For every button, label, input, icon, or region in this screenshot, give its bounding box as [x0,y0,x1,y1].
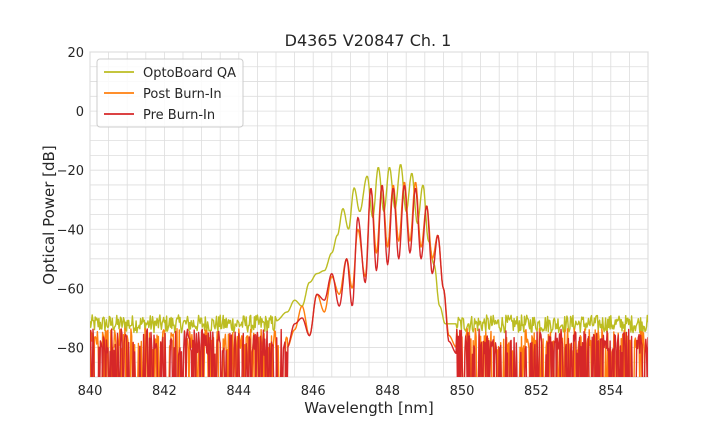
series-layer [90,164,648,377]
x-tick-label: 842 [152,384,177,399]
chart-title: D4365 V20847 Ch. 1 [285,31,452,50]
y-tick-label: 0 [76,105,84,120]
y-tick-label: 20 [67,46,84,61]
x-axis-label: Wavelength [nm] [304,399,434,417]
x-tick-label: 840 [78,384,103,399]
legend-label: OptoBoard QA [143,66,236,81]
legend-label: Pre Burn-In [143,108,215,123]
legend-label: Post Burn-In [143,87,222,102]
series-line-pre-burn-in [90,185,648,377]
x-tick-label: 848 [375,384,400,399]
legend: OptoBoard QA Post Burn-In Pre Burn-In [96,58,244,128]
legend-box [96,58,244,128]
y-tick-label: −80 [57,341,84,356]
y-tick-label: −20 [57,164,84,179]
x-tick-labels: 840 842 844 846 848 850 852 854 [78,384,624,399]
y-tick-label: −60 [57,282,84,297]
y-axis-label: Optical Power [dB] [40,145,58,284]
x-tick-label: 846 [301,384,326,399]
series-line-optoboard-qa [90,164,648,334]
x-tick-label: 844 [226,384,251,399]
x-tick-label: 852 [524,384,549,399]
x-tick-label: 854 [598,384,623,399]
x-tick-label: 850 [450,384,475,399]
y-tick-label: −40 [57,223,84,238]
y-tick-labels: 20 0 −20 −40 −60 −80 [57,46,84,356]
